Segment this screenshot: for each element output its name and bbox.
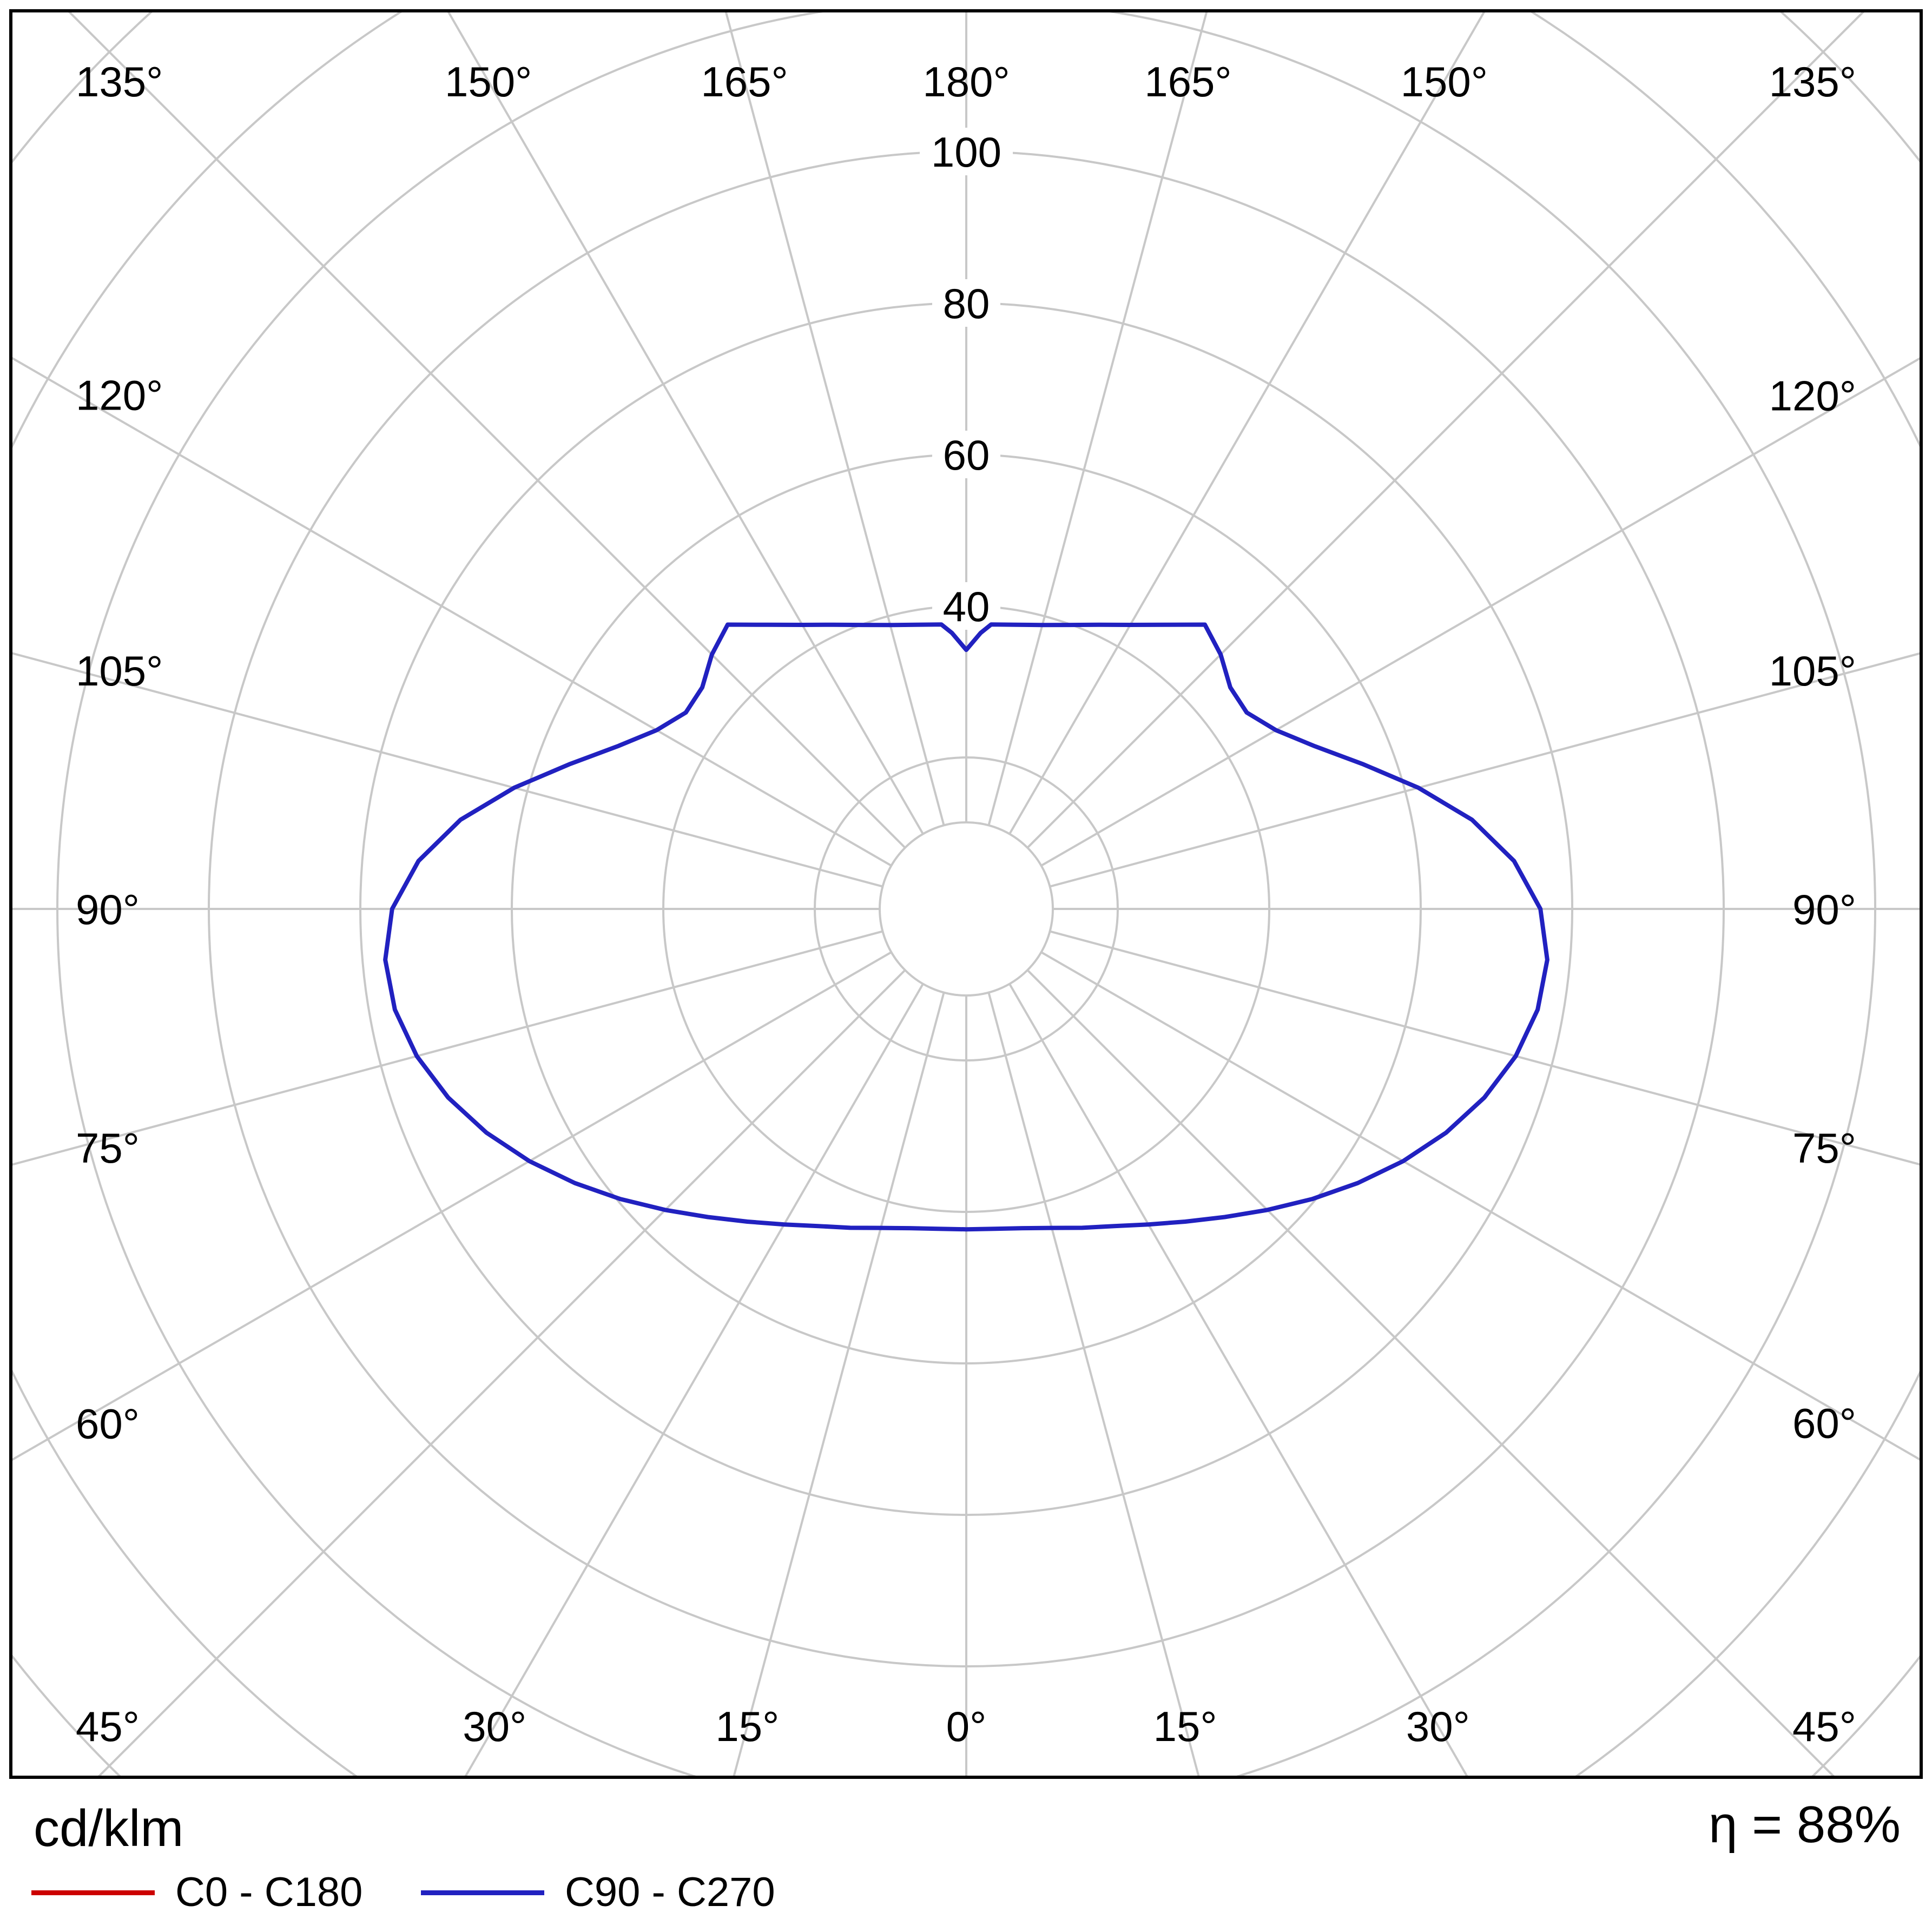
ring-label-halo: [932, 431, 1000, 478]
grid-spoke: [12, 652, 883, 888]
angle-label: 135°: [1769, 58, 1856, 105]
angle-label: 135°: [76, 58, 163, 105]
grid-spoke: [68, 12, 906, 849]
ring-label-halo: [932, 582, 1000, 630]
curve-c90-c270: [383, 622, 1549, 1232]
grid-spoke: [447, 12, 924, 835]
ring-label-halo: [932, 279, 1000, 327]
angle-label: 150°: [445, 58, 532, 105]
angle-label: 15°: [715, 1703, 779, 1750]
ring-label: 80: [943, 280, 990, 327]
angle-label: 45°: [76, 1703, 140, 1750]
plot-border: [9, 9, 1923, 1779]
angle-label: 75°: [76, 1124, 140, 1172]
angle-label: 60°: [76, 1400, 140, 1447]
grid-spoke: [1026, 969, 1835, 1776]
angle-label: 105°: [76, 647, 163, 695]
grid-spoke: [1008, 12, 1485, 835]
grid-spoke: [12, 930, 883, 1166]
grid-spoke: [724, 12, 945, 826]
angle-label: 75°: [1792, 1124, 1856, 1172]
legend-swatch-c0-c180-red-line: [31, 1890, 155, 1895]
legend-entry-c90-c270: C90 - C270: [421, 1872, 775, 1913]
legend-entry-c0-c180: C0 - C180: [31, 1872, 362, 1913]
efficiency-label: η = 88%: [1709, 1796, 1901, 1854]
ring-label: 60: [943, 431, 990, 479]
legend-swatch-c90-c270-blue-line: [421, 1890, 544, 1895]
unit-label: cd/klm: [34, 1799, 184, 1857]
grid-spoke: [987, 992, 1200, 1776]
angle-label: 150°: [1401, 58, 1488, 105]
legend-label-c90-c270: C90 - C270: [565, 1869, 775, 1915]
angle-label: 105°: [1769, 647, 1856, 695]
grid-spoke: [1008, 983, 1468, 1776]
grid-spoke: [1026, 12, 1864, 849]
grid-spoke: [1050, 652, 1920, 888]
angle-label: 90°: [1792, 886, 1856, 933]
angle-label: 30°: [463, 1703, 526, 1750]
legend-label-c0-c180: C0 - C180: [175, 1869, 363, 1915]
grid-spoke: [12, 951, 892, 1461]
angle-label: 60°: [1792, 1400, 1856, 1447]
grid-spoke: [1040, 951, 1920, 1461]
grid-spoke: [98, 969, 906, 1776]
ring-label: 40: [943, 583, 990, 630]
angle-label: 90°: [76, 886, 140, 933]
angle-label: 120°: [1769, 372, 1856, 419]
angle-label: 30°: [1406, 1703, 1470, 1750]
grid-inner-circle: [879, 821, 1054, 997]
angle-label: 0°: [946, 1703, 987, 1750]
grid-spoke: [12, 357, 892, 867]
angle-label: 15°: [1153, 1703, 1217, 1750]
angle-label: 180°: [922, 58, 1010, 105]
grid-spoke: [1040, 357, 1920, 867]
grid-spoke: [733, 992, 945, 1776]
grid-spoke: [987, 12, 1208, 826]
angle-label: 165°: [701, 58, 788, 105]
angle-label: 165°: [1144, 58, 1231, 105]
angle-label: 45°: [1792, 1703, 1856, 1750]
ring-label-halo: [920, 128, 1013, 175]
ring-label: 100: [931, 128, 1001, 176]
angle-label: 120°: [76, 372, 163, 419]
grid-spoke: [464, 983, 924, 1776]
grid-spoke: [1050, 930, 1920, 1166]
